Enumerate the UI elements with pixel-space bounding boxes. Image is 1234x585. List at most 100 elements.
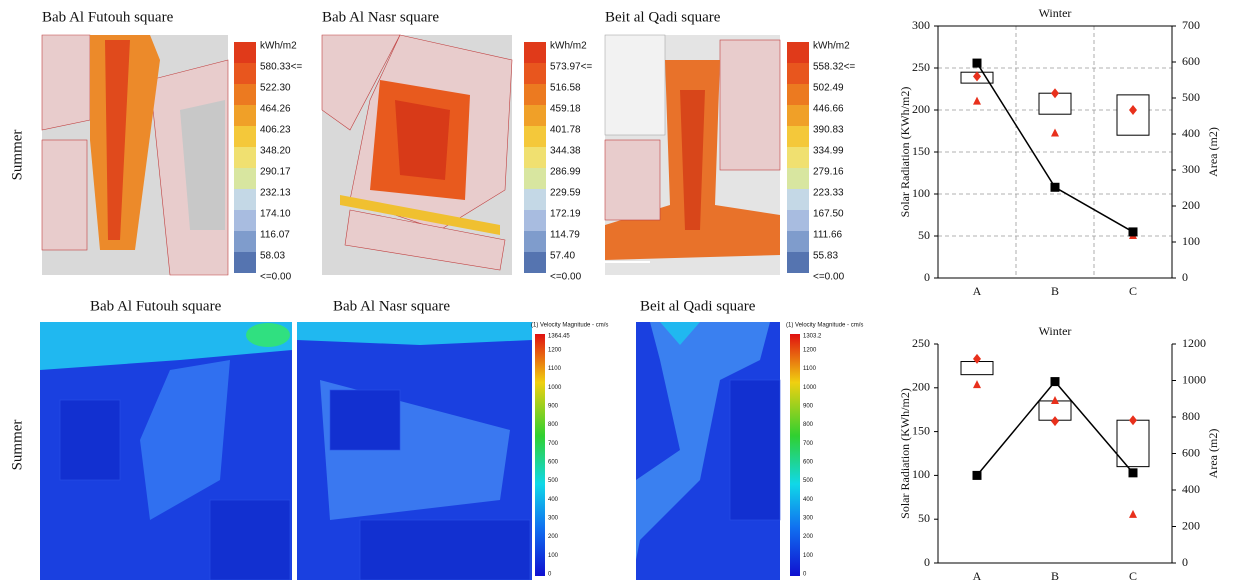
mean-marker — [973, 353, 981, 364]
legend-swatch — [524, 42, 546, 63]
y-tick-label: 150 — [912, 144, 930, 158]
legend-label: 114.79 — [550, 230, 580, 241]
map-title: Bab Al Nasr square — [333, 298, 450, 314]
legend-label: 1000 — [548, 385, 562, 391]
legend-label: 700 — [803, 441, 814, 447]
legend-label: 300 — [803, 516, 814, 522]
flow-map — [40, 322, 292, 581]
y-axis-label: Solar Radiation (KWh/m2) — [898, 87, 912, 218]
x-tick-label: A — [973, 569, 982, 580]
series-line — [976, 380, 1134, 476]
y2-tick-label: 300 — [1182, 162, 1200, 176]
map-title: Bab Al Futouh square — [42, 9, 174, 25]
legend-label: 573.97<= — [550, 62, 592, 73]
legend-bar — [790, 334, 800, 576]
mean-marker — [973, 71, 981, 82]
legend-swatch — [234, 126, 256, 147]
legend-swatch — [787, 42, 809, 63]
mean-marker — [1051, 416, 1059, 427]
area-marker — [972, 470, 982, 480]
legend-label: 800 — [803, 422, 814, 428]
legend-label: 290.17 — [260, 167, 291, 178]
x-tick-label: C — [1129, 569, 1137, 580]
legend-label: 200 — [803, 534, 814, 540]
legend-label: 700 — [548, 441, 559, 447]
legend-swatch — [787, 105, 809, 126]
area-marker — [1050, 182, 1060, 192]
area-marker — [1128, 468, 1138, 478]
legend-label: <=0.00 — [813, 272, 845, 283]
legend-swatch — [524, 105, 546, 126]
min-marker — [973, 96, 981, 105]
legend-title: (1) Velocity Magnitude - cm/s — [531, 323, 608, 329]
y-axis-label: Solar Radiation (KWh/m2) — [898, 388, 912, 519]
x-tick-label: A — [973, 284, 982, 298]
chart-title: Winter — [1039, 6, 1072, 20]
legend-swatch — [524, 189, 546, 210]
legend-label: 446.66 — [813, 104, 844, 115]
y2-axis-label: Area (m2) — [1206, 127, 1220, 177]
legend-label: 522.30 — [260, 83, 291, 94]
legend-swatch — [524, 168, 546, 189]
legend-label: 1100 — [803, 366, 817, 372]
legend-swatch — [234, 84, 256, 105]
legend-swatch — [234, 147, 256, 168]
legend-label: 172.19 — [550, 209, 581, 220]
min-marker — [1051, 395, 1059, 404]
legend-label: 390.83 — [813, 125, 844, 136]
legend-label: 500 — [548, 478, 559, 484]
legend-label: 500 — [803, 478, 814, 484]
y-tick-label: 250 — [912, 60, 930, 74]
legend-label: kWh/m2 — [813, 41, 850, 52]
y-tick-label: 100 — [912, 467, 930, 481]
legend-label: 57.40 — [550, 251, 575, 262]
y2-tick-label: 600 — [1182, 445, 1200, 459]
area-marker — [1050, 377, 1060, 387]
box — [1116, 419, 1150, 468]
legend-label: 1303.2 — [803, 334, 822, 340]
legend-label: 406.23 — [260, 125, 291, 136]
mean-marker — [1051, 88, 1059, 99]
legend-swatch — [234, 63, 256, 84]
legend-swatch — [234, 42, 256, 63]
legend-label: kWh/m2 — [550, 41, 587, 52]
legend-label: 116.07 — [260, 230, 290, 241]
map-title: Beit al Qadi square — [605, 9, 721, 25]
legend-label: 1200 — [548, 348, 562, 354]
legend-swatch — [787, 168, 809, 189]
legend-swatch — [524, 63, 546, 84]
y2-tick-label: 400 — [1182, 482, 1200, 496]
legend-label: 900 — [803, 404, 814, 410]
min-marker — [1129, 509, 1137, 518]
flow-map — [297, 322, 532, 581]
y2-tick-label: 1200 — [1182, 336, 1206, 350]
legend-swatch — [787, 126, 809, 147]
mean-marker — [1129, 415, 1137, 426]
legend-label: 558.32<= — [813, 62, 855, 73]
legend-label: 167.50 — [813, 209, 844, 220]
heat-map — [604, 34, 781, 275]
x-tick-label: B — [1051, 569, 1059, 580]
legend-label: 600 — [548, 460, 559, 466]
legend-label: 100 — [803, 553, 814, 559]
legend-swatch — [234, 105, 256, 126]
legend-label: 600 — [803, 460, 814, 466]
legend-label: <=0.00 — [260, 272, 292, 283]
y-tick-label: 300 — [912, 18, 930, 32]
y2-tick-label: 1000 — [1182, 372, 1206, 386]
row-label: Summer — [9, 130, 25, 181]
legend-swatch — [234, 231, 256, 252]
legend-label: 1100 — [548, 366, 562, 372]
y2-tick-label: 700 — [1182, 18, 1200, 32]
y2-axis-label: Area (m2) — [1206, 429, 1220, 479]
map-title: Bab Al Futouh square — [90, 298, 222, 314]
area-marker — [972, 58, 982, 68]
legend-label: 0 — [803, 572, 807, 578]
legend-label: 223.33 — [813, 188, 844, 199]
legend-swatch — [234, 168, 256, 189]
legend-label: 1000 — [803, 385, 817, 391]
legend-swatch — [524, 252, 546, 273]
legend-label: 58.03 — [260, 251, 285, 262]
legend-label: 401.78 — [550, 125, 581, 136]
